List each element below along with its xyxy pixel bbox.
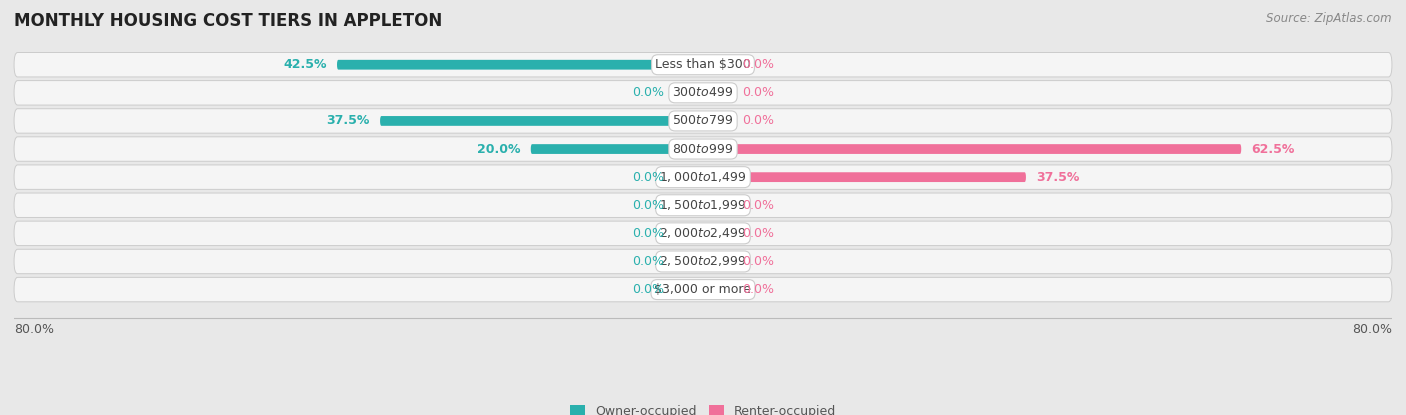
FancyBboxPatch shape xyxy=(673,200,703,210)
FancyBboxPatch shape xyxy=(673,285,703,295)
Text: 62.5%: 62.5% xyxy=(1251,142,1295,156)
FancyBboxPatch shape xyxy=(14,53,1392,77)
Text: 0.0%: 0.0% xyxy=(742,255,773,268)
Text: 0.0%: 0.0% xyxy=(633,171,664,184)
FancyBboxPatch shape xyxy=(673,172,703,182)
Text: $1,000 to $1,499: $1,000 to $1,499 xyxy=(659,170,747,184)
FancyBboxPatch shape xyxy=(703,172,1026,182)
FancyBboxPatch shape xyxy=(337,60,703,70)
FancyBboxPatch shape xyxy=(673,229,703,238)
Text: $2,500 to $2,999: $2,500 to $2,999 xyxy=(659,254,747,269)
FancyBboxPatch shape xyxy=(531,144,703,154)
Text: 80.0%: 80.0% xyxy=(14,323,53,336)
FancyBboxPatch shape xyxy=(14,249,1392,274)
Text: $3,000 or more: $3,000 or more xyxy=(655,283,751,296)
Text: Less than $300: Less than $300 xyxy=(655,58,751,71)
FancyBboxPatch shape xyxy=(673,256,703,266)
Text: MONTHLY HOUSING COST TIERS IN APPLETON: MONTHLY HOUSING COST TIERS IN APPLETON xyxy=(14,12,443,30)
FancyBboxPatch shape xyxy=(703,144,1241,154)
Text: 0.0%: 0.0% xyxy=(742,115,773,127)
Text: 0.0%: 0.0% xyxy=(633,283,664,296)
FancyBboxPatch shape xyxy=(703,60,733,70)
FancyBboxPatch shape xyxy=(14,277,1392,302)
FancyBboxPatch shape xyxy=(14,165,1392,189)
FancyBboxPatch shape xyxy=(14,221,1392,246)
Text: Source: ZipAtlas.com: Source: ZipAtlas.com xyxy=(1267,12,1392,25)
FancyBboxPatch shape xyxy=(703,116,733,126)
Text: $800 to $999: $800 to $999 xyxy=(672,142,734,156)
Text: 0.0%: 0.0% xyxy=(633,255,664,268)
Text: 0.0%: 0.0% xyxy=(742,227,773,240)
Text: 37.5%: 37.5% xyxy=(1036,171,1080,184)
Text: $300 to $499: $300 to $499 xyxy=(672,86,734,99)
Legend: Owner-occupied, Renter-occupied: Owner-occupied, Renter-occupied xyxy=(569,405,837,415)
FancyBboxPatch shape xyxy=(14,81,1392,105)
Text: 0.0%: 0.0% xyxy=(742,86,773,99)
Text: 0.0%: 0.0% xyxy=(633,227,664,240)
Text: 37.5%: 37.5% xyxy=(326,115,370,127)
Text: $1,500 to $1,999: $1,500 to $1,999 xyxy=(659,198,747,212)
Text: 0.0%: 0.0% xyxy=(742,283,773,296)
FancyBboxPatch shape xyxy=(703,88,733,98)
FancyBboxPatch shape xyxy=(703,229,733,238)
FancyBboxPatch shape xyxy=(14,109,1392,133)
Text: 0.0%: 0.0% xyxy=(633,86,664,99)
FancyBboxPatch shape xyxy=(703,256,733,266)
FancyBboxPatch shape xyxy=(14,137,1392,161)
FancyBboxPatch shape xyxy=(14,193,1392,217)
Text: 0.0%: 0.0% xyxy=(742,199,773,212)
Text: 80.0%: 80.0% xyxy=(1353,323,1392,336)
FancyBboxPatch shape xyxy=(673,88,703,98)
Text: $500 to $799: $500 to $799 xyxy=(672,115,734,127)
FancyBboxPatch shape xyxy=(703,200,733,210)
Text: $2,000 to $2,499: $2,000 to $2,499 xyxy=(659,226,747,240)
FancyBboxPatch shape xyxy=(380,116,703,126)
Text: 0.0%: 0.0% xyxy=(742,58,773,71)
Text: 0.0%: 0.0% xyxy=(633,199,664,212)
Text: 42.5%: 42.5% xyxy=(283,58,326,71)
FancyBboxPatch shape xyxy=(703,285,733,295)
Text: 20.0%: 20.0% xyxy=(477,142,520,156)
